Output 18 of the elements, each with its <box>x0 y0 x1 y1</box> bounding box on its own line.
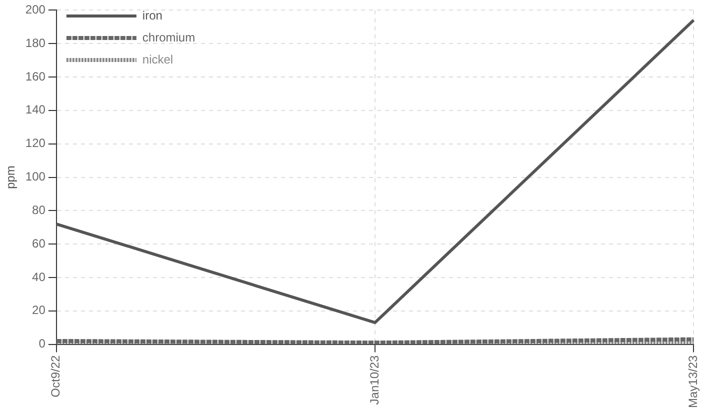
text: iron <box>142 8 162 22</box>
y-tick-label: 60 <box>32 236 46 250</box>
text: nickel <box>142 52 174 66</box>
y-axis-title: ppm <box>4 166 18 189</box>
y-tick-label: 40 <box>32 270 46 284</box>
text: chromium <box>142 30 196 44</box>
y-tick-label: 0 <box>38 336 46 351</box>
y-tick-label: 180 <box>25 36 46 50</box>
x-tick-label: Oct9/22 <box>48 354 63 398</box>
y-tick-label: 120 <box>25 136 46 150</box>
y-tick-label: 140 <box>25 102 46 117</box>
x-tick-label: Jan10/23 <box>367 354 382 405</box>
y-tick-label: 80 <box>32 202 46 217</box>
y-tick-label: 20 <box>32 303 46 318</box>
y-tick-label: 100 <box>25 170 46 184</box>
y-tick-label: 200 <box>25 2 46 17</box>
y-tick-label: 160 <box>25 69 46 84</box>
x-tick-label: May13/23 <box>686 354 700 408</box>
